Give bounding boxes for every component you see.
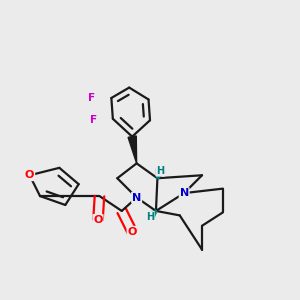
Text: H: H (146, 212, 154, 222)
Text: N: N (132, 193, 141, 202)
Text: O: O (128, 227, 137, 237)
Polygon shape (128, 136, 136, 164)
Text: O: O (93, 215, 103, 225)
Text: O: O (25, 170, 34, 180)
Text: H: H (156, 166, 164, 176)
Text: F: F (88, 93, 96, 103)
Text: F: F (90, 115, 97, 125)
Text: N: N (180, 188, 189, 198)
